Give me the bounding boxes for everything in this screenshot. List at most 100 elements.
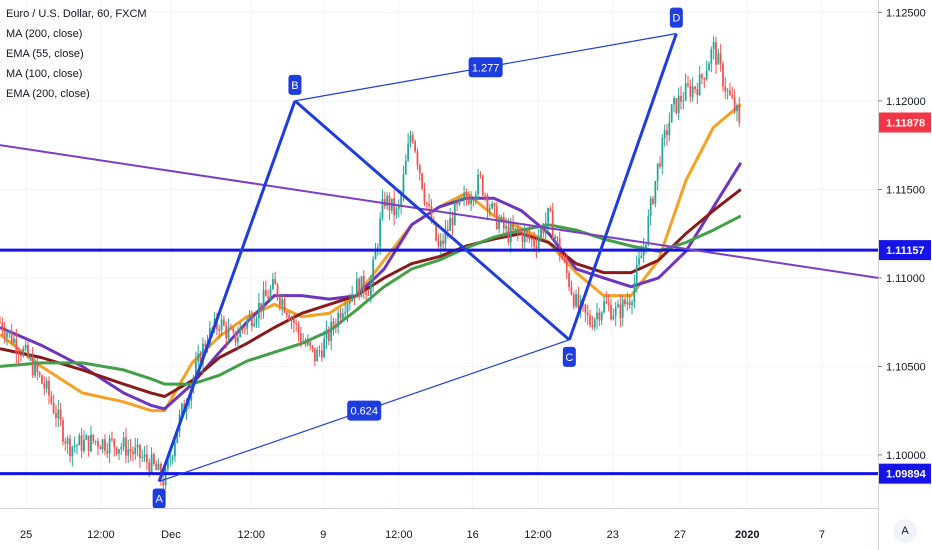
candle-body bbox=[313, 348, 316, 362]
candle-body bbox=[341, 313, 344, 319]
candle-body bbox=[430, 205, 433, 223]
candle-body bbox=[248, 315, 251, 321]
last-price-tag-bg bbox=[879, 112, 931, 133]
last-price-tag-text: 1.11878 bbox=[886, 117, 925, 129]
time-tick-label: 16 bbox=[467, 529, 479, 541]
candle-body bbox=[724, 86, 727, 92]
candle-body bbox=[668, 122, 671, 136]
candle-body bbox=[55, 413, 57, 419]
candle-body bbox=[13, 338, 15, 343]
candle-body bbox=[334, 327, 337, 329]
candle-body bbox=[603, 301, 605, 313]
candle-body bbox=[628, 301, 631, 306]
level-tag-upper-text: 1.11157 bbox=[886, 245, 925, 257]
pattern-point-a-text: A bbox=[155, 493, 163, 505]
candle-body bbox=[94, 441, 97, 443]
time-tick-label: 25 bbox=[20, 529, 32, 541]
candle-body bbox=[659, 163, 661, 167]
price-tick-label: 1.12000 bbox=[886, 96, 926, 108]
candle-body bbox=[157, 463, 160, 471]
candle-body bbox=[15, 338, 18, 353]
candle-body bbox=[127, 449, 130, 456]
candle-body bbox=[404, 160, 407, 175]
candle-body bbox=[239, 328, 242, 338]
candle-body bbox=[551, 211, 554, 240]
candle-body bbox=[262, 290, 265, 311]
candle-body bbox=[596, 312, 598, 320]
candle-body bbox=[174, 442, 176, 457]
candle-body bbox=[160, 463, 162, 480]
candle-body bbox=[572, 294, 575, 307]
candle-body bbox=[143, 454, 146, 458]
legend-study-ma200[interactable]: MA (200, close) bbox=[6, 28, 83, 40]
candle-body bbox=[31, 356, 34, 376]
candle-body bbox=[176, 431, 179, 443]
candle-body bbox=[505, 226, 507, 229]
candle-body bbox=[27, 344, 29, 358]
candle-body bbox=[437, 240, 440, 247]
pattern-ratio-0624-text: 0.624 bbox=[350, 406, 378, 418]
candle-body bbox=[456, 203, 459, 205]
candle-body bbox=[78, 435, 81, 446]
candle-body bbox=[267, 296, 270, 299]
candle-body bbox=[691, 86, 694, 97]
candle-body bbox=[195, 361, 197, 378]
candle-body bbox=[528, 233, 531, 239]
candle-body bbox=[355, 278, 358, 298]
candle-body bbox=[598, 312, 601, 321]
candle-body bbox=[22, 348, 25, 356]
candle-body bbox=[612, 315, 615, 320]
candle-body bbox=[381, 198, 384, 219]
candle-body bbox=[586, 312, 589, 316]
legend-symbol[interactable]: Euro / U.S. Dollar, 60, FXCM bbox=[6, 8, 147, 20]
candle-body bbox=[446, 229, 449, 231]
candle-body bbox=[155, 463, 158, 471]
candle-body bbox=[614, 307, 617, 316]
candle-body bbox=[428, 203, 431, 206]
candle-body bbox=[66, 438, 69, 444]
auto-scale-button[interactable]: A bbox=[893, 519, 917, 543]
candle-body bbox=[269, 288, 272, 299]
candle-body bbox=[304, 342, 307, 345]
candle-body bbox=[561, 255, 563, 260]
pattern-ratio-0624-box bbox=[347, 400, 382, 421]
series-line-3 bbox=[0, 214, 742, 386]
candle-body bbox=[717, 53, 720, 65]
candle-body bbox=[631, 302, 633, 306]
candle-body bbox=[360, 276, 363, 297]
candle-body bbox=[537, 237, 540, 249]
legend-study-ema55[interactable]: EMA (55, close) bbox=[6, 48, 84, 60]
series-line-1 bbox=[0, 162, 743, 411]
level-tag-lower: 1.09894 bbox=[879, 463, 931, 484]
candle-body bbox=[675, 98, 678, 113]
candle-body bbox=[558, 238, 561, 256]
candle-body bbox=[344, 312, 347, 314]
candle-body bbox=[703, 77, 706, 80]
candle-body bbox=[666, 130, 668, 136]
time-tick-label: 9 bbox=[320, 529, 326, 541]
legend-study-ma100[interactable]: MA (100, close) bbox=[6, 68, 83, 80]
candle-body bbox=[255, 318, 258, 324]
candle-body bbox=[696, 89, 699, 96]
candle-body bbox=[52, 402, 55, 414]
time-tick-label: 23 bbox=[607, 529, 619, 541]
legend-study-ema200[interactable]: EMA (200, close) bbox=[6, 88, 90, 100]
candle-body bbox=[507, 226, 510, 243]
candle-body bbox=[90, 434, 92, 452]
candle-body bbox=[673, 98, 675, 105]
candle-body bbox=[17, 352, 20, 355]
candle-body bbox=[584, 304, 587, 313]
candle-body bbox=[530, 238, 533, 240]
candle-body bbox=[486, 195, 489, 210]
candle-body bbox=[647, 216, 650, 245]
candle-body bbox=[260, 303, 263, 311]
pattern-point-c: C bbox=[562, 346, 576, 367]
candle-body bbox=[444, 229, 447, 244]
candle-body bbox=[418, 164, 421, 174]
candle-body bbox=[407, 143, 410, 161]
candle-body bbox=[332, 321, 335, 328]
candle-body bbox=[358, 278, 361, 297]
candle-body bbox=[500, 216, 503, 221]
candle-body bbox=[633, 283, 636, 303]
